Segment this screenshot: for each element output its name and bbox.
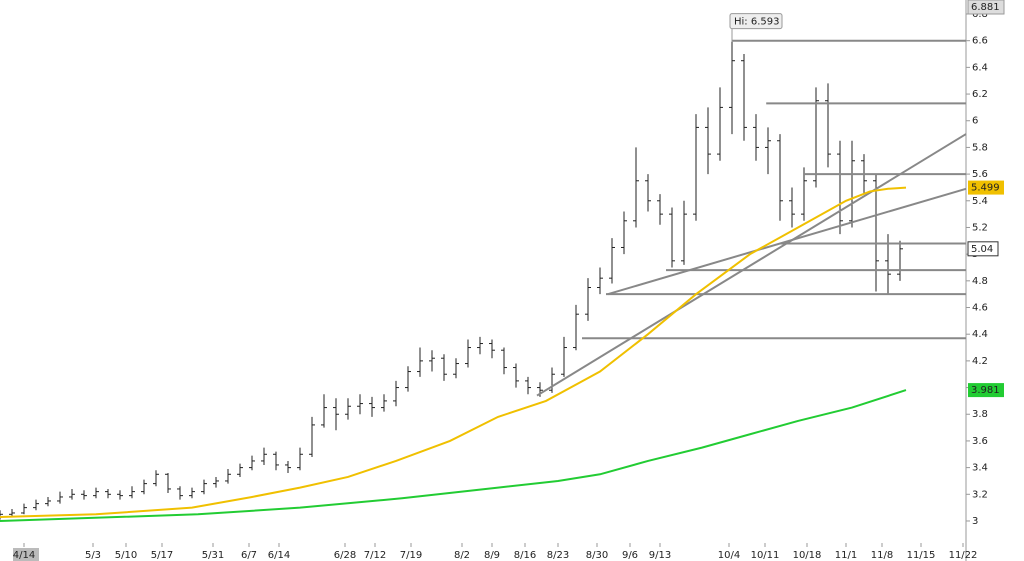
- x-tick-label: 6/7: [241, 550, 257, 561]
- y-tick-label: 6.4: [972, 62, 988, 73]
- x-tick-label: 6/28: [334, 550, 356, 561]
- x-tick-label: 8/9: [484, 550, 500, 561]
- annotation-box: [729, 13, 783, 30]
- x-tick-label: 11/8: [871, 550, 893, 561]
- price-label: 3.981: [971, 385, 1000, 396]
- price-label: 5.04: [971, 244, 993, 255]
- y-tick-label: 3.6: [972, 436, 988, 447]
- y-tick-label: 5.2: [972, 222, 988, 233]
- x-tick-label: 11/1: [835, 550, 857, 561]
- x-tick-label: 5/31: [202, 550, 224, 561]
- y-tick-label: 4.2: [972, 356, 988, 367]
- x-tick-label: 8/2: [454, 550, 470, 561]
- y-tick-label: 3.8: [972, 409, 988, 420]
- y-tick-label: 4.8: [972, 276, 988, 287]
- y-tick-label: 3.2: [972, 489, 988, 500]
- price-label: 5.499: [971, 183, 1000, 194]
- x-tick-label: 11/15: [907, 550, 936, 561]
- y-tick-label: 6.8: [972, 9, 988, 20]
- x-tick-label: 7/19: [400, 550, 422, 561]
- price-box: [968, 383, 1004, 398]
- x-tick-label: 4/14: [13, 550, 35, 561]
- x-tick-label: 8/23: [547, 550, 569, 561]
- moving-average: [0, 186, 907, 518]
- x-tick-label: 5/10: [115, 550, 137, 561]
- y-tick-label: 5.6: [972, 169, 988, 180]
- x-tick-label: 6/14: [268, 550, 290, 561]
- x-tick-label: 5/3: [85, 550, 101, 561]
- x-tick-label: 8/16: [514, 550, 536, 561]
- trend-line: [607, 187, 967, 296]
- price-box: [967, 0, 1005, 15]
- y-tick-label: 4.4: [972, 329, 988, 340]
- x-tick-label: 9/6: [622, 550, 638, 561]
- price-label: 6.881: [971, 2, 1000, 13]
- x-tick-label: 8/30: [586, 550, 608, 561]
- x-tick-label: 11/22: [949, 550, 978, 561]
- y-tick-label: 3.4: [972, 463, 988, 474]
- x-tick-label: 9/13: [649, 550, 671, 561]
- x-tick-label: 10/11: [751, 550, 780, 561]
- trend-line: [536, 133, 967, 397]
- moving-average: [0, 389, 907, 522]
- x-tick-label: 10/4: [718, 550, 740, 561]
- y-tick-label: 6: [972, 116, 978, 127]
- y-tick-label: 3: [972, 516, 978, 527]
- price-box: [968, 180, 1004, 195]
- x-tick-label: 5/17: [151, 550, 173, 561]
- y-tick-label: 6.6: [972, 36, 988, 47]
- x-tick-label: 10/18: [793, 550, 822, 561]
- x-tick-label: 7/12: [364, 550, 386, 561]
- y-tick-label: 4.6: [972, 303, 988, 314]
- y-tick-label: 5.8: [972, 142, 988, 153]
- x-tick-highlight: [13, 548, 39, 561]
- annotation: Hi: 6.593: [734, 17, 779, 28]
- price-box: [967, 241, 999, 257]
- y-tick-label: 6.2: [972, 89, 988, 100]
- y-tick-label: 5.4: [972, 196, 988, 207]
